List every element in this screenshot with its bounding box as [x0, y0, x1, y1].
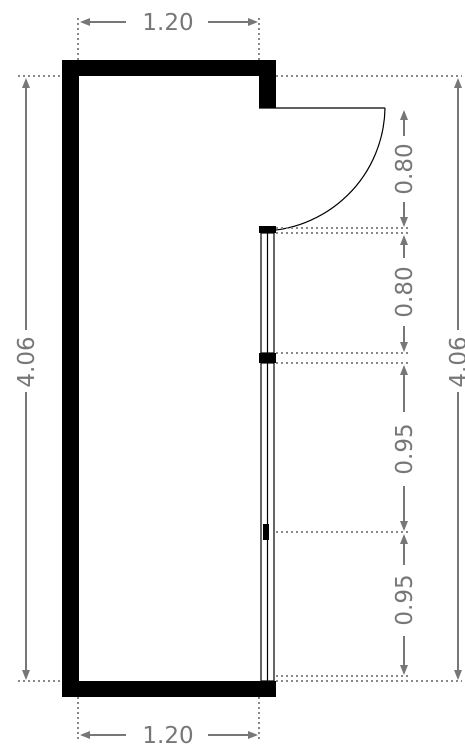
dimension-door: 0.80	[276, 110, 418, 229]
bottom-wall	[62, 681, 276, 697]
dimension-door-label: 0.80	[392, 143, 418, 194]
dimension-left-height: 4.06	[14, 75, 62, 682]
dimension-top-label: 1.20	[142, 10, 193, 36]
door-jamb	[259, 226, 276, 233]
door	[259, 107, 386, 232]
right-wall-top-stub	[259, 60, 276, 108]
window-mullion	[263, 524, 269, 540]
dimension-window-middle: 0.95	[276, 362, 418, 533]
dimension-window-middle-label: 0.95	[392, 423, 418, 474]
top-wall	[62, 60, 276, 76]
door-swing-arc	[259, 107, 386, 232]
walls	[62, 60, 276, 697]
window-lower	[260, 362, 275, 682]
dimension-window-upper-label: 0.80	[392, 266, 418, 317]
windows	[260, 232, 275, 682]
dimension-right-label: 4.06	[446, 336, 465, 387]
dimension-right-height: 4.06	[276, 75, 465, 682]
dimension-window-upper: 0.80	[276, 232, 418, 354]
dimension-bottom-width: 1.20	[77, 697, 260, 745]
dimension-left-label: 4.06	[14, 336, 40, 387]
left-wall	[62, 60, 79, 697]
dimension-window-lower: 0.95	[276, 534, 418, 677]
dimension-top-width: 1.20	[77, 10, 260, 60]
dimension-window-lower-label: 0.95	[392, 574, 418, 625]
window-upper	[260, 232, 275, 354]
right-wall-middle-pier	[259, 353, 276, 363]
dimension-bottom-label: 1.20	[142, 723, 193, 745]
